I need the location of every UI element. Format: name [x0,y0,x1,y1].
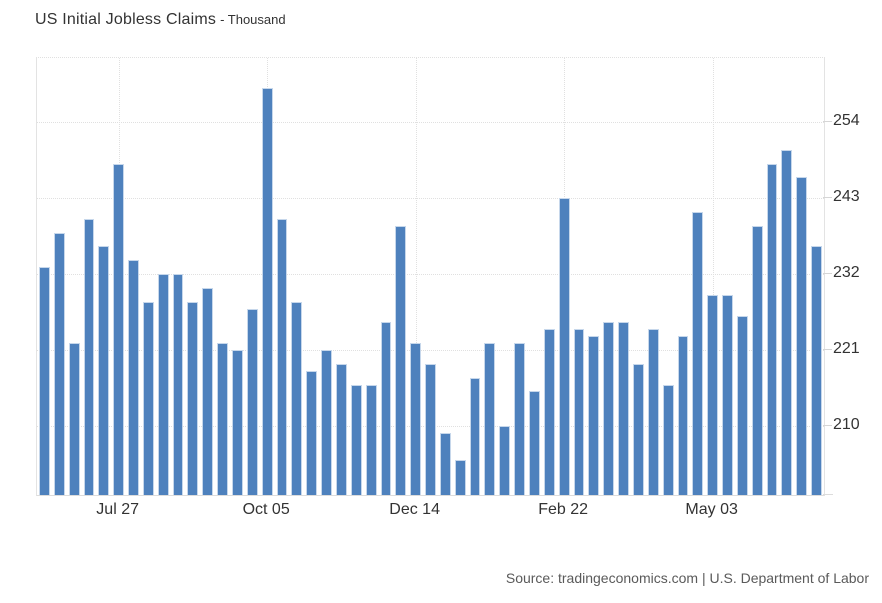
bar-week-32[interactable] [499,425,511,495]
bar-week-13[interactable] [217,343,229,495]
bar-week-37[interactable] [573,329,585,495]
bar-week-9[interactable] [157,274,169,495]
x-axis-line-extension [823,494,833,495]
bar-week-11[interactable] [187,301,199,495]
chart-header: US Initial Jobless Claims - Thousand [35,11,286,29]
bar-week-25[interactable] [395,225,407,495]
bar-week-27[interactable] [425,363,436,495]
y-gridline [37,122,824,124]
bar-week-36[interactable] [558,198,570,495]
bar-week-31[interactable] [484,343,496,495]
bar-week-16[interactable] [261,87,273,495]
bar-week-28[interactable] [439,432,451,495]
bar-week-47[interactable] [722,294,733,495]
bar-week-17[interactable] [276,218,288,495]
plot-area [36,57,825,496]
bar-week-40[interactable] [618,322,629,495]
source-attribution: Source: tradingeconomics.com | U.S. Depa… [505,570,869,586]
bar-week-53[interactable] [811,246,822,495]
bar-week-4[interactable] [83,218,95,495]
bar-week-34[interactable] [529,391,540,495]
bar-week-10[interactable] [172,274,184,495]
y-axis-label: 243 [833,188,860,206]
bar-week-43[interactable] [662,384,674,495]
bar-week-6[interactable] [113,163,125,495]
y-axis-tick [823,273,832,275]
bar-week-24[interactable] [380,322,392,495]
chart-title: US Initial Jobless Claims [35,11,217,28]
bar-week-2[interactable] [53,232,65,495]
y-axis-tick [823,424,832,426]
bar-week-45[interactable] [692,211,704,495]
bar-week-52[interactable] [796,177,808,495]
bar-week-26[interactable] [410,343,422,495]
bar-week-48[interactable] [736,315,748,495]
bar-week-41[interactable] [632,363,644,495]
y-gridline [37,274,824,276]
y-axis-tick [823,121,832,123]
x-axis-label: Oct 05 [242,501,290,518]
bar-week-42[interactable] [647,329,659,495]
bar-week-1[interactable] [39,267,50,495]
bar-week-51[interactable] [781,149,793,495]
x-axis-label: May 03 [685,501,738,518]
bar-week-7[interactable] [128,260,139,495]
y-gridline [37,198,824,200]
bar-week-33[interactable] [514,343,525,495]
y-axis-label: 232 [833,264,860,282]
y-axis-tick [823,349,832,351]
bar-week-35[interactable] [543,329,555,495]
bar-week-44[interactable] [677,336,689,495]
bar-week-21[interactable] [335,363,347,495]
bar-week-19[interactable] [306,370,318,495]
x-axis-label: Feb 22 [538,501,589,518]
bar-week-20[interactable] [321,350,332,495]
y-axis-label: 210 [833,415,860,433]
chart-subtitle: - Thousand [220,12,286,27]
bar-week-3[interactable] [68,343,80,495]
bar-week-18[interactable] [291,301,303,495]
bar-week-49[interactable] [751,225,763,495]
bar-week-39[interactable] [603,322,615,495]
y-gridline [37,350,824,352]
x-axis-label: Jul 27 [96,501,139,518]
bar-week-12[interactable] [202,287,214,495]
bar-week-38[interactable] [588,336,600,495]
bar-week-23[interactable] [365,384,377,495]
x-gridline [415,58,417,495]
bar-week-30[interactable] [469,377,481,495]
x-axis-label: Dec 14 [389,501,440,518]
x-gridline [712,58,714,495]
bar-week-29[interactable] [454,460,466,495]
bar-week-46[interactable] [707,294,719,495]
bar-week-15[interactable] [246,308,258,495]
y-axis-label: 221 [833,340,860,358]
bar-week-14[interactable] [232,350,243,495]
y-axis-tick [823,197,832,199]
y-axis-label: 254 [833,112,860,130]
bar-week-50[interactable] [766,163,778,495]
bar-week-22[interactable] [350,384,362,495]
bar-week-5[interactable] [98,246,110,495]
bar-week-8[interactable] [142,301,154,495]
